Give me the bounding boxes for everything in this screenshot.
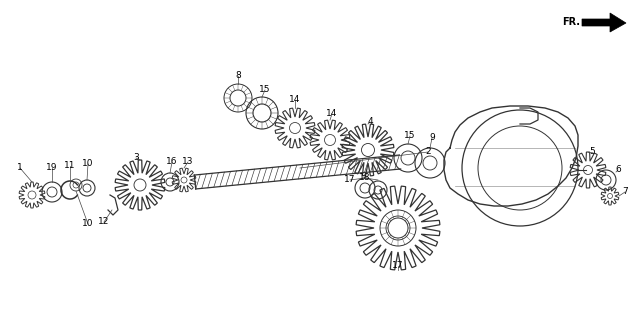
Text: 5: 5 xyxy=(589,148,595,156)
Text: 15: 15 xyxy=(404,132,416,140)
Text: 13: 13 xyxy=(182,158,194,166)
Text: 10: 10 xyxy=(83,160,93,169)
Text: 9: 9 xyxy=(429,133,435,143)
Text: 3: 3 xyxy=(133,154,139,163)
Text: 7: 7 xyxy=(622,187,628,197)
Text: 19: 19 xyxy=(46,164,58,172)
Text: FR.: FR. xyxy=(562,17,580,27)
Text: 4: 4 xyxy=(367,117,373,127)
Text: 15: 15 xyxy=(259,85,271,95)
Text: 17: 17 xyxy=(392,262,404,270)
Text: 14: 14 xyxy=(289,95,301,105)
Polygon shape xyxy=(582,13,626,32)
Text: 6: 6 xyxy=(615,165,621,175)
Text: 10: 10 xyxy=(83,219,93,229)
Text: 1: 1 xyxy=(17,164,23,172)
Text: 8: 8 xyxy=(235,72,241,80)
Text: 12: 12 xyxy=(99,218,109,226)
Text: 14: 14 xyxy=(326,110,338,118)
Text: 16: 16 xyxy=(166,158,178,166)
Text: 17: 17 xyxy=(344,176,356,185)
Text: 11: 11 xyxy=(64,161,76,171)
Text: 2: 2 xyxy=(425,148,431,156)
Text: 18: 18 xyxy=(359,174,371,182)
